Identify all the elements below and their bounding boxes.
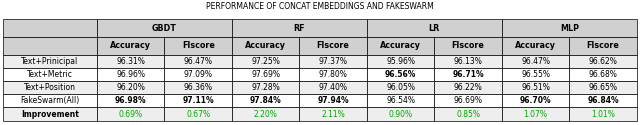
Text: 96.31%: 96.31%: [116, 57, 145, 66]
Text: Text+Metric: Text+Metric: [27, 70, 73, 79]
Text: MLP: MLP: [560, 24, 579, 33]
Text: 97.69%: 97.69%: [251, 70, 280, 79]
Text: 96.96%: 96.96%: [116, 70, 145, 79]
Text: RF: RF: [294, 24, 305, 33]
Text: 1.07%: 1.07%: [524, 110, 548, 118]
Text: LR: LR: [429, 24, 440, 33]
Text: 96.51%: 96.51%: [521, 83, 550, 92]
Text: 0.90%: 0.90%: [388, 110, 413, 118]
Text: Text+Position: Text+Position: [24, 83, 76, 92]
Text: 97.25%: 97.25%: [252, 57, 280, 66]
Text: 1.01%: 1.01%: [591, 110, 615, 118]
Text: 95.96%: 95.96%: [386, 57, 415, 66]
Text: 97.28%: 97.28%: [252, 83, 280, 92]
Text: 96.47%: 96.47%: [184, 57, 212, 66]
Text: 96.56%: 96.56%: [385, 70, 416, 79]
Text: 0.67%: 0.67%: [186, 110, 211, 118]
Text: 96.71%: 96.71%: [452, 70, 484, 79]
Text: Accuracy: Accuracy: [245, 42, 286, 50]
Text: 2.20%: 2.20%: [253, 110, 278, 118]
Text: 97.40%: 97.40%: [319, 83, 348, 92]
Text: 0.69%: 0.69%: [118, 110, 143, 118]
Text: Improvement: Improvement: [21, 110, 79, 118]
Text: Accuracy: Accuracy: [110, 42, 151, 50]
Text: 97.84%: 97.84%: [250, 96, 282, 105]
Text: 96.54%: 96.54%: [386, 96, 415, 105]
Text: FakeSwarm(All): FakeSwarm(All): [20, 96, 80, 105]
Text: 0.85%: 0.85%: [456, 110, 480, 118]
Text: 2.11%: 2.11%: [321, 110, 345, 118]
Text: 96.47%: 96.47%: [521, 57, 550, 66]
Text: Accuracy: Accuracy: [380, 42, 421, 50]
Text: GBDT: GBDT: [152, 24, 177, 33]
Text: Accuracy: Accuracy: [515, 42, 556, 50]
Text: 97.09%: 97.09%: [184, 70, 212, 79]
Text: PERFORMANCE OF CONCAT EMBEDDINGS AND FAKESWARM: PERFORMANCE OF CONCAT EMBEDDINGS AND FAK…: [206, 2, 434, 11]
Text: 97.94%: 97.94%: [317, 96, 349, 105]
Text: 96.69%: 96.69%: [454, 96, 483, 105]
Text: FIscore: FIscore: [452, 42, 484, 50]
Text: 96.20%: 96.20%: [116, 83, 145, 92]
Text: FIscore: FIscore: [587, 42, 620, 50]
Text: FIscore: FIscore: [317, 42, 349, 50]
Text: 96.65%: 96.65%: [589, 83, 618, 92]
Text: 96.05%: 96.05%: [386, 83, 415, 92]
Text: 97.11%: 97.11%: [182, 96, 214, 105]
Text: 96.22%: 96.22%: [454, 83, 483, 92]
Text: 96.62%: 96.62%: [589, 57, 618, 66]
Text: 96.70%: 96.70%: [520, 96, 552, 105]
Text: FIscore: FIscore: [182, 42, 214, 50]
Text: 97.80%: 97.80%: [319, 70, 348, 79]
Text: 96.13%: 96.13%: [454, 57, 483, 66]
Text: 96.84%: 96.84%: [588, 96, 619, 105]
Text: 96.55%: 96.55%: [521, 70, 550, 79]
Text: 96.36%: 96.36%: [184, 83, 212, 92]
Text: 97.37%: 97.37%: [319, 57, 348, 66]
Text: Text+Prinicipal: Text+Prinicipal: [22, 57, 79, 66]
Text: 96.98%: 96.98%: [115, 96, 147, 105]
Text: 96.68%: 96.68%: [589, 70, 618, 79]
